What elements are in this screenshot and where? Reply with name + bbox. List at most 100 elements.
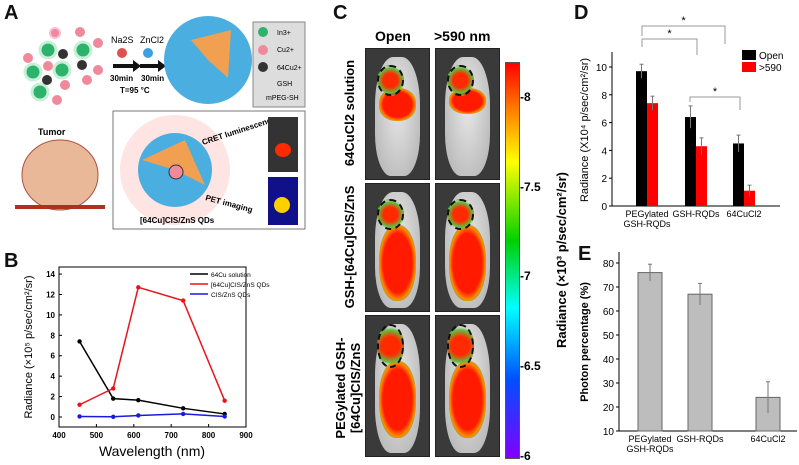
colorbar-tick: -8	[520, 89, 531, 104]
col-header-590: >590 nm	[434, 28, 491, 44]
mouse-image	[435, 48, 500, 180]
data-point	[77, 414, 82, 419]
y-axis-label: Radiance (×10⁵ p/sec/cm²/sr)	[23, 275, 35, 418]
legend-64cu: 64Cu2+	[277, 65, 302, 72]
reagent-zncl2: ZnCl2	[140, 35, 164, 45]
chart-e: 10 20 30 40 50 60 70 80 Photon percentage (%) PEG…	[579, 252, 797, 454]
y-tick-label: 80	[603, 259, 615, 270]
legend-swatch	[742, 62, 756, 72]
tumor-circle	[377, 199, 404, 230]
y-tick-label: 8	[51, 331, 56, 340]
time-2: 30min	[141, 74, 164, 83]
y-tick-label: 70	[603, 283, 615, 294]
y-axis-label: Photon percentage (%)	[579, 282, 591, 402]
bar	[636, 71, 647, 206]
tumor-icon	[21, 139, 99, 211]
y-tick-label: 50	[603, 331, 615, 342]
data-point	[77, 402, 82, 407]
bar	[637, 272, 663, 432]
colorbar	[505, 62, 520, 459]
category-label: GSH-RQDs	[673, 209, 720, 219]
mouse-image	[365, 48, 430, 180]
signal-region	[448, 224, 487, 301]
significance-bracket	[641, 25, 726, 44]
legend-entry: >590	[759, 63, 782, 74]
y-tick-label: 0	[601, 202, 607, 213]
panel-label-d: D	[574, 2, 589, 24]
panel-label-e: E	[578, 243, 592, 265]
significance-star: *	[713, 86, 718, 98]
precursor-ions	[23, 27, 103, 105]
data-point	[180, 411, 186, 417]
tumor-circle	[447, 199, 474, 230]
legend-entry: CIS/ZnS QDs	[211, 292, 251, 299]
y-axis-label: Radiance (X10⁴ p/sec/cm²/sr)	[579, 58, 591, 202]
legend-mpeg: mPEG-SH	[266, 95, 299, 102]
y-tick-label: 0	[51, 413, 56, 422]
y-tick-label: 2	[601, 174, 607, 185]
category-label: PEGylated	[628, 434, 671, 444]
y-tick-label: 14	[46, 270, 55, 279]
y-tick-label: 10	[603, 427, 615, 438]
y-tick-label: 60	[603, 307, 615, 318]
zncl2-drop-icon	[143, 48, 153, 58]
category-label: 64CuCl2	[726, 209, 761, 219]
panel-label-b: B	[4, 250, 19, 272]
plot-frame	[58, 266, 247, 428]
y-tick-label: 8	[601, 91, 607, 102]
time-1: 30min	[110, 74, 133, 83]
colorbar-tick: -6	[520, 449, 531, 463]
y-tick-label: 10	[596, 63, 608, 74]
x-tick-label: 500	[90, 431, 104, 440]
tumor-circle	[447, 64, 474, 96]
data-point	[111, 386, 116, 391]
bar	[733, 143, 744, 206]
signal-region	[448, 360, 487, 438]
data-point	[180, 406, 186, 411]
significance-bracket	[689, 96, 741, 110]
tumor-circle	[377, 324, 404, 368]
bar	[647, 103, 658, 206]
data-point	[111, 396, 116, 401]
row-label-gsh: GSH-[64Cu]CIS/ZnS	[342, 185, 357, 309]
temperature: T=95 °C	[120, 86, 150, 95]
row-label-pegylated: PEGylated GSH-[64Cu]CIS/ZnS	[333, 337, 363, 439]
row-label-cucl2: 64CuCl2 solution	[342, 59, 357, 167]
legend-gsh: GSH	[277, 81, 292, 88]
significance-star: *	[681, 15, 686, 27]
colorbar-tick: -6.5	[520, 359, 541, 374]
x-tick-label: 400	[52, 431, 66, 440]
series-line	[78, 341, 225, 415]
data-point	[222, 398, 227, 403]
data-point	[111, 414, 116, 419]
category-label: GSH-RQDs	[624, 219, 671, 229]
data-point	[222, 414, 227, 419]
panel-a-schematic: Na2S ZnCl2 30min 30min T=95 °C In3+ Cu2+…	[15, 16, 306, 230]
data-point	[180, 298, 186, 303]
x-tick-label: 900	[239, 431, 253, 440]
bar	[685, 117, 696, 206]
y-tick-label: 10	[46, 311, 55, 320]
legend-entry: 64Cu solution	[211, 272, 251, 279]
tumor-circle	[377, 64, 404, 96]
y-tick-label: 4	[601, 146, 607, 157]
category-label: PEGylated	[625, 209, 668, 219]
bar	[687, 293, 713, 432]
y-tick-label: 6	[51, 352, 56, 361]
colorbar-tick: -7.5	[520, 179, 541, 194]
category-label: GSH-RQDs	[677, 434, 724, 444]
data-point	[77, 339, 82, 344]
legend-swatch	[742, 50, 756, 60]
x-axis-label: Wavelength (nm)	[99, 443, 205, 459]
tumor-circle	[447, 324, 474, 368]
y-tick-label: 12	[46, 290, 55, 299]
series-line	[79, 286, 226, 406]
colorbar-tick: -7	[520, 269, 531, 284]
category-label: GSH-RQDs	[627, 444, 674, 454]
panel-label-c: C	[333, 2, 348, 24]
y-tick-label: 6	[601, 119, 607, 130]
legend-cu: Cu2+	[277, 47, 294, 54]
legend-entry: Open	[759, 51, 783, 62]
qd-label: [64Cu]CIS/ZnS QDs	[140, 216, 215, 225]
